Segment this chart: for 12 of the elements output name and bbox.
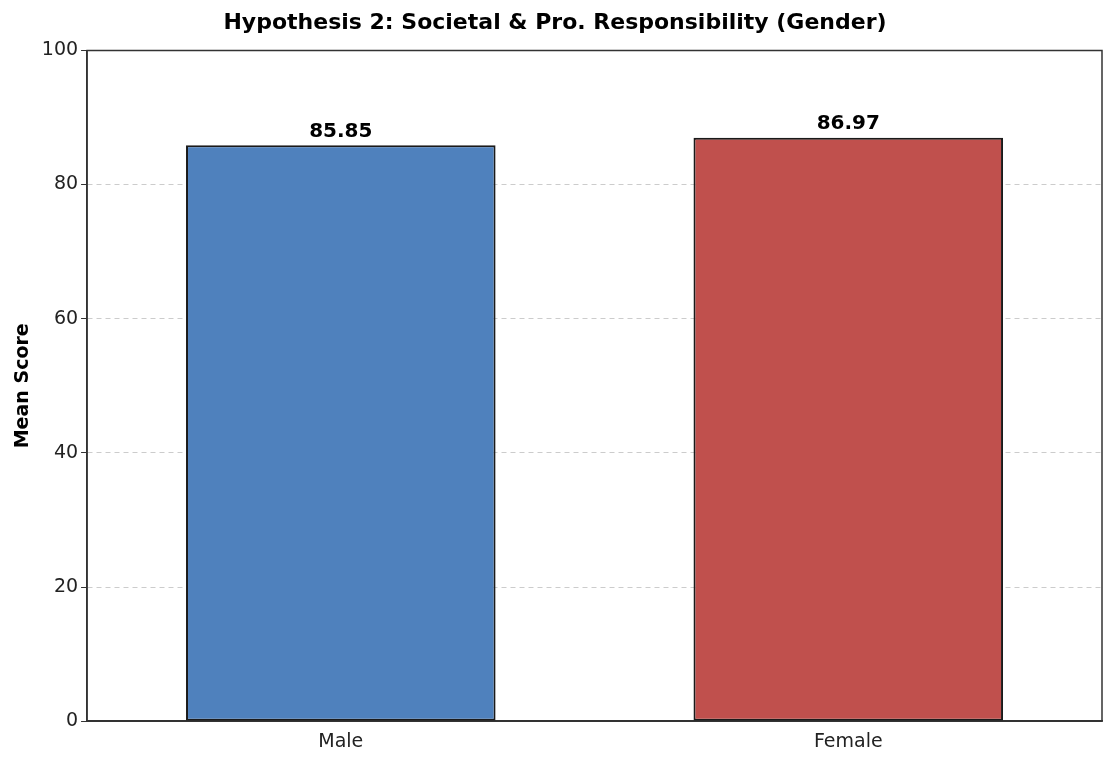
chart-title: Hypothesis 2: Societal & Pro. Responsibility (Gender) [223, 8, 887, 34]
y-tick-label: 40 [53, 439, 79, 462]
data-label: 85.85 [309, 117, 373, 142]
y-axis-title: Mean Score [10, 323, 33, 449]
x-tick-label: Male [318, 728, 364, 751]
y-tick-label: 0 [65, 708, 79, 731]
y-tick-label: 20 [53, 573, 79, 596]
y-tick-label: 80 [53, 171, 79, 194]
y-tick-label: 100 [41, 37, 79, 60]
y-tick-label: 60 [53, 305, 79, 328]
x-tick-label: Female [813, 728, 883, 751]
data-label: 86.97 [816, 110, 880, 135]
